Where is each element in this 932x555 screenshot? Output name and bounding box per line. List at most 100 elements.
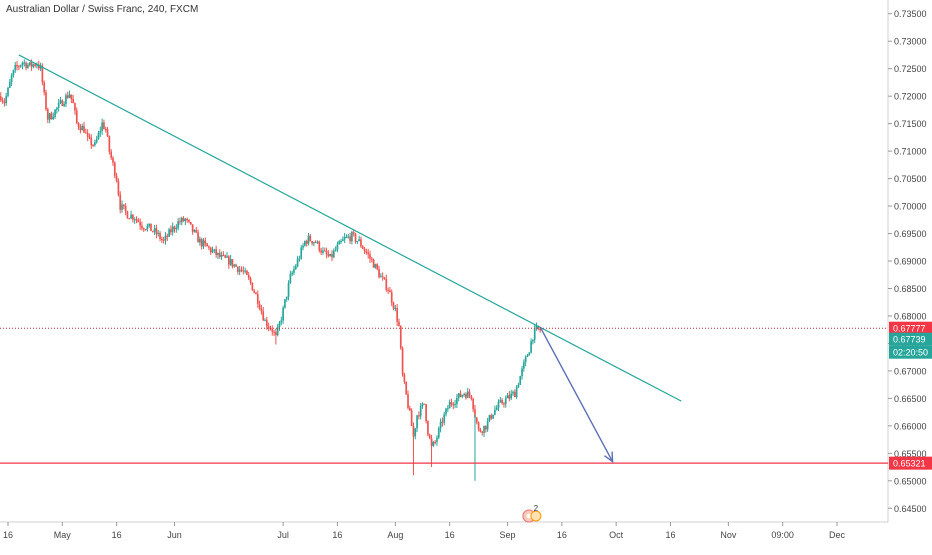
candle-body — [130, 214, 132, 219]
y-tick-label: 0.65500 — [894, 449, 927, 459]
candle-body — [48, 113, 51, 120]
candle-body — [441, 421, 444, 423]
candle-body — [521, 368, 523, 377]
candle-body — [43, 82, 46, 93]
candle-body — [104, 129, 107, 131]
candle-body — [347, 236, 350, 238]
candle-body — [161, 238, 163, 240]
candle-body — [332, 250, 335, 258]
countdown-label: 02:20:50 — [893, 348, 928, 358]
y-tick-label: 0.64500 — [894, 504, 927, 514]
candle-body — [164, 235, 167, 241]
candle-body — [27, 64, 29, 68]
candle-body — [524, 356, 527, 363]
candle-body — [378, 269, 380, 278]
candle-body — [148, 223, 151, 227]
candle-body — [495, 407, 498, 410]
candle-body — [90, 137, 93, 146]
candle-body — [88, 136, 91, 138]
candle-body — [305, 241, 308, 244]
candle-body — [454, 404, 456, 406]
candle-body — [251, 282, 254, 291]
candle-body — [307, 235, 310, 244]
candle-body — [28, 62, 31, 65]
candle-body — [238, 269, 241, 272]
candle-body — [151, 231, 154, 233]
candle-body — [72, 98, 75, 104]
candle-body — [418, 415, 420, 417]
y-tick-label: 0.68000 — [894, 311, 927, 321]
candle-body — [188, 219, 190, 222]
candle-body — [3, 101, 6, 104]
candle-body — [349, 236, 351, 242]
candle-body — [519, 376, 522, 385]
candle-body — [303, 241, 306, 246]
event-badge-icon-secondary[interactable] — [530, 510, 542, 522]
candle-body — [338, 241, 341, 245]
candle-body — [501, 400, 503, 404]
candle-body — [142, 228, 145, 230]
candle-body — [329, 253, 332, 257]
projection-arrow[interactable] — [539, 326, 614, 462]
candle-body — [237, 266, 239, 272]
candle-body — [285, 296, 288, 300]
candle-body — [352, 232, 355, 234]
candle-body — [119, 194, 122, 210]
candle-body — [475, 417, 478, 423]
candle-body — [405, 381, 408, 395]
support-level-label-bg — [889, 456, 932, 470]
candle-body — [83, 125, 85, 133]
x-tick-label: May — [54, 530, 72, 540]
candle-body — [365, 251, 368, 253]
candle-body — [273, 331, 275, 333]
candle-body — [215, 249, 217, 255]
candle-body — [309, 235, 312, 242]
candle-body — [59, 100, 62, 103]
candle-body — [260, 308, 263, 312]
candle-body — [494, 409, 496, 415]
candle-body — [342, 239, 344, 242]
candle-body — [374, 264, 377, 268]
candle-body — [21, 62, 24, 66]
candle-body — [32, 64, 35, 67]
candle-body — [75, 110, 78, 124]
y-tick-label: 0.72000 — [894, 92, 927, 102]
candle-body — [5, 95, 8, 104]
candle-body — [195, 230, 198, 233]
candle-body — [372, 259, 375, 268]
candle-body — [77, 123, 80, 128]
candle-body — [0, 96, 2, 101]
candle-body — [385, 278, 388, 290]
y-tick-label: 0.68500 — [894, 284, 927, 294]
y-tick-label: 0.65000 — [894, 476, 927, 486]
candle-body — [443, 414, 446, 423]
trend-line[interactable] — [18, 54, 682, 402]
candle-body — [249, 278, 252, 283]
candle-body — [512, 391, 514, 394]
candle-body — [25, 62, 27, 68]
event-badge-dot — [526, 513, 532, 519]
candle-body — [427, 421, 429, 435]
candle-body — [318, 241, 321, 251]
candle-body — [206, 243, 208, 247]
y-tick-label: 0.69500 — [894, 229, 927, 239]
support-level-label: 0.65321 — [893, 459, 926, 469]
candle-body — [515, 387, 518, 398]
candle-body — [189, 221, 192, 225]
candle-body — [37, 64, 40, 69]
candle-body — [66, 95, 69, 98]
candle-body — [247, 274, 250, 279]
candle-body — [331, 253, 333, 258]
x-tick-label: Dec — [829, 530, 846, 540]
candle-body — [45, 92, 47, 110]
candle-body — [367, 252, 370, 255]
candle-body — [175, 228, 178, 230]
y-tick-label: 0.70500 — [894, 174, 927, 184]
candle-body — [34, 64, 36, 66]
candle-body — [390, 292, 393, 303]
candle-body — [97, 132, 100, 140]
candle-body — [526, 355, 529, 357]
candle-body — [170, 229, 172, 233]
